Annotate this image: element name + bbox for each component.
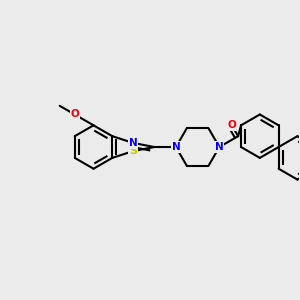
Text: N: N	[129, 138, 137, 148]
Text: O: O	[227, 120, 236, 130]
Text: O: O	[70, 110, 79, 119]
Text: N: N	[172, 142, 180, 152]
Text: N: N	[215, 142, 224, 152]
Text: S: S	[129, 146, 137, 156]
